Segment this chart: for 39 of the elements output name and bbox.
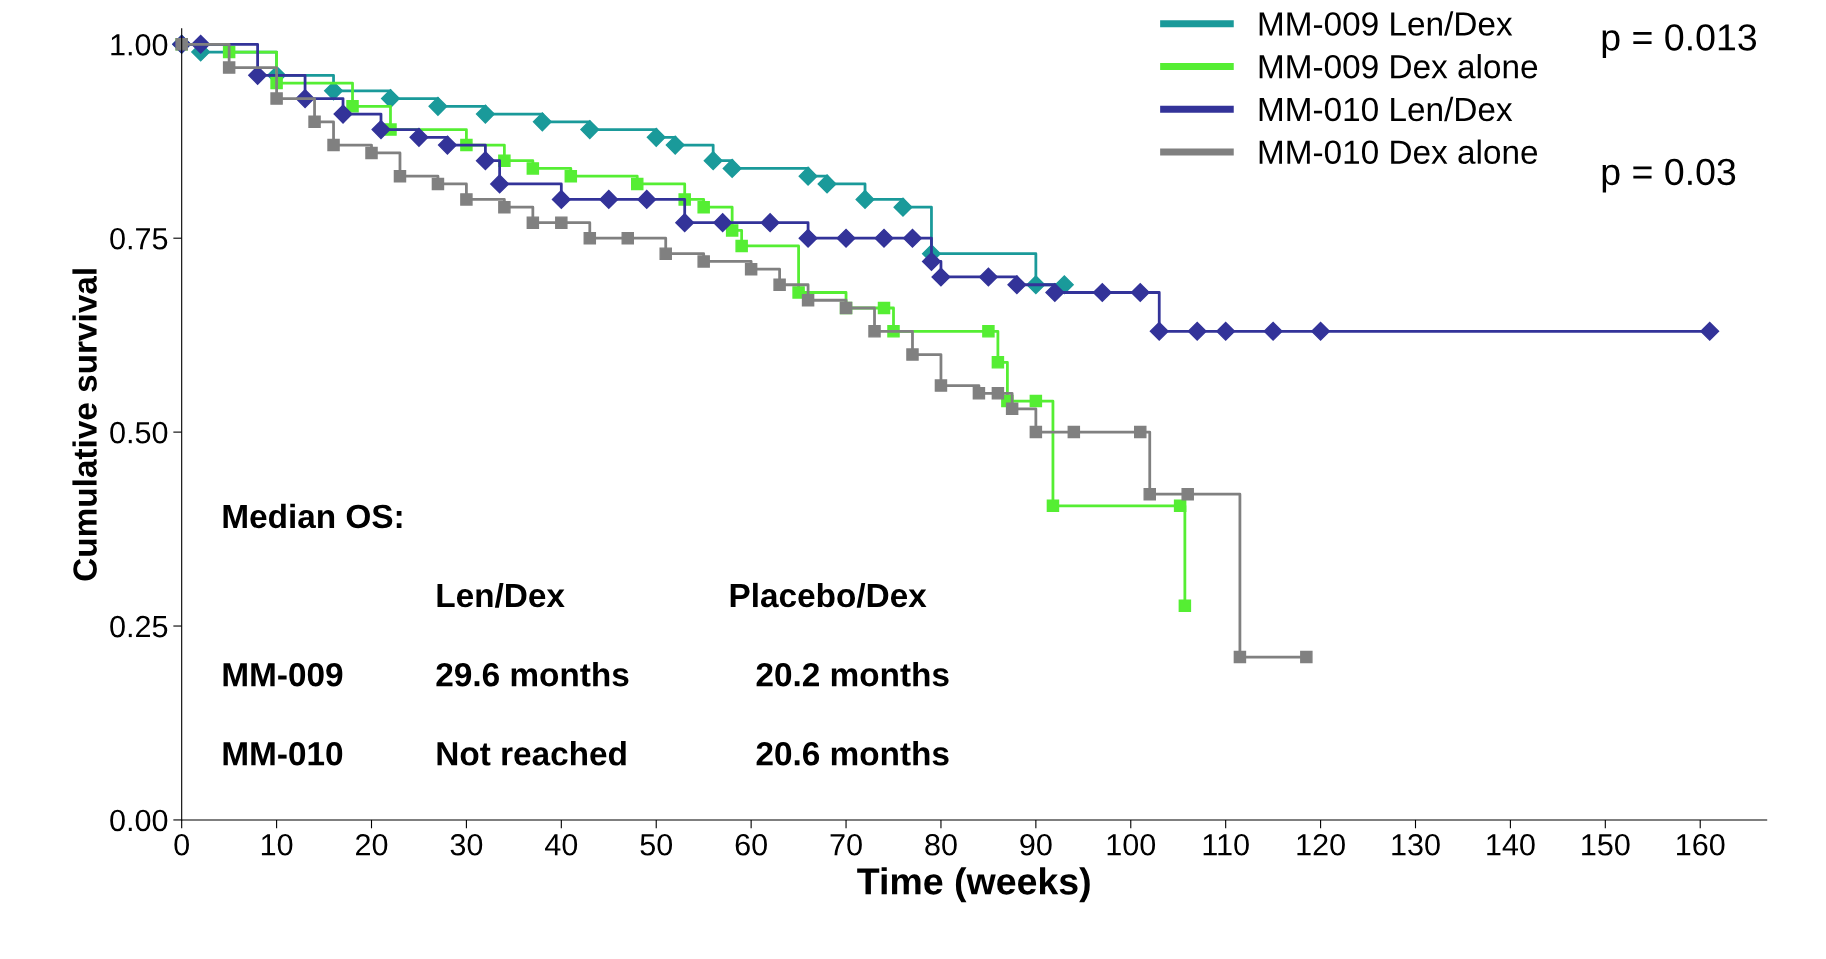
- x-tick-label: 110: [1203, 833, 1249, 856]
- legend-label: MM-009 Len/Dex: [1259, 11, 1513, 36]
- x-tick-label: 90: [1020, 833, 1052, 856]
- x-tick-label: 30: [450, 833, 483, 856]
- annotation: p = 0.013: [1602, 24, 1757, 59]
- y-tick-label: 0.00: [110, 809, 168, 832]
- x-tick-label: 120: [1297, 833, 1345, 856]
- annotation: MM-010: [223, 741, 343, 766]
- x-tick-label: 130: [1392, 833, 1440, 856]
- y-tick-label: 1.00: [111, 34, 168, 56]
- annotation: 20.2 months: [756, 662, 949, 687]
- legend-label: MM-010 Dex alone: [1259, 139, 1538, 164]
- y-tick-label: 0.50: [110, 421, 168, 444]
- x-tick-label: 50: [640, 833, 673, 856]
- x-tick-label: 160: [1677, 833, 1725, 856]
- annotation: 29.6 months: [436, 662, 629, 687]
- annotation: Placebo/Dex: [730, 582, 927, 608]
- x-tick-label: 40: [545, 833, 578, 856]
- annotation: Not reached: [437, 741, 626, 766]
- x-tick-label: 10: [261, 833, 293, 856]
- x-tick-label: 70: [830, 833, 862, 856]
- annotation: 20.6 months: [756, 741, 949, 766]
- x-tick-label: 140: [1487, 833, 1535, 856]
- annotation: p = 0.03: [1602, 158, 1736, 193]
- x-tick-label: 0: [174, 833, 189, 856]
- x-tick-label: 150: [1582, 833, 1630, 856]
- x-tick-label: 20: [356, 833, 388, 856]
- x-tick-label: 100: [1107, 833, 1156, 856]
- annotation: MM-009: [223, 662, 343, 687]
- y-tick-label: 0.75: [110, 227, 168, 250]
- x-tick-label: 60: [735, 833, 767, 856]
- x-tick-label: 80: [925, 833, 957, 856]
- annotation: Median OS:: [223, 503, 402, 529]
- legend-label: MM-010 Len/Dex: [1259, 96, 1513, 122]
- annotation: Len/Dex: [437, 582, 565, 608]
- legend-label: MM-009 Dex alone: [1259, 54, 1538, 79]
- y-tick-label: 0.25: [110, 615, 168, 638]
- y-axis-title: Cumulative survival: [72, 269, 97, 581]
- x-axis-title: Time (weeks): [857, 867, 1090, 903]
